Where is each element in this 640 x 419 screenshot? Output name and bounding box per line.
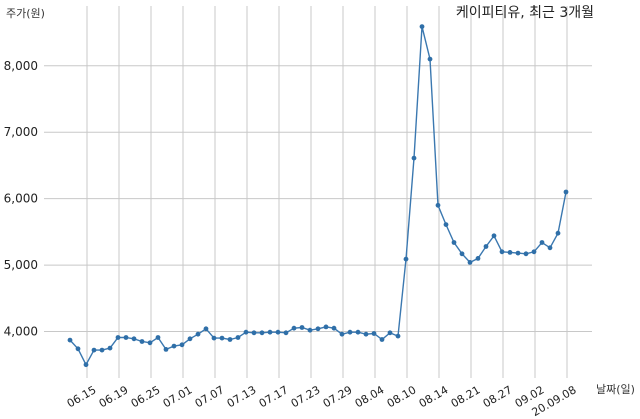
data-point (195, 331, 201, 337)
grid (44, 6, 592, 378)
data-point (227, 337, 233, 342)
data-point (187, 336, 193, 342)
data-point (387, 330, 393, 336)
x-axis-ticks: 06.1506.1906.2507.0107.0707.1307.1707.23… (65, 383, 579, 419)
data-point (67, 337, 73, 343)
data-point (451, 240, 457, 245)
x-tick-label: 07.01 (161, 383, 195, 410)
data-point (243, 329, 249, 335)
data-point (291, 325, 297, 331)
data-point (563, 189, 569, 195)
data-point (139, 339, 145, 344)
y-tick-label: 7,000 (4, 125, 38, 139)
data-point (107, 345, 113, 351)
data-point (251, 330, 257, 336)
x-tick-label: 06.15 (65, 383, 99, 410)
x-tick-label: 07.07 (193, 383, 227, 410)
x-tick-label: 08.27 (481, 383, 515, 410)
data-point (123, 335, 129, 340)
data-point (211, 335, 217, 341)
data-point (459, 251, 465, 257)
y-tick-label: 5,000 (4, 258, 38, 272)
data-point (483, 244, 489, 249)
data-point (395, 333, 401, 339)
chart-title: 케이피티유, 최근 3개월 (456, 5, 594, 21)
data-point (443, 222, 449, 228)
data-point (403, 256, 409, 262)
x-tick-label: 08.10 (385, 383, 419, 410)
data-point (83, 362, 89, 368)
data-point (363, 331, 369, 337)
price-points (67, 24, 569, 368)
data-point (115, 335, 121, 340)
data-point (179, 342, 185, 348)
data-point (499, 249, 505, 255)
x-tick-label: 08.14 (417, 383, 451, 410)
y-tick-label: 8,000 (4, 59, 38, 73)
x-tick-label: 07.13 (225, 383, 259, 410)
data-point (283, 330, 289, 336)
data-point (331, 325, 337, 331)
data-point (171, 343, 177, 349)
data-point (91, 347, 97, 353)
y-axis-ticks: 4,000 5,000 6,000 7,000 8,000 (4, 59, 38, 339)
data-point (347, 329, 353, 335)
x-tick-label: 07.23 (289, 383, 323, 410)
data-point (507, 250, 513, 255)
x-tick-label: 06.19 (97, 383, 131, 410)
data-point (515, 250, 521, 256)
data-point (523, 251, 529, 257)
data-point (379, 337, 385, 342)
data-point (259, 330, 265, 336)
x-axis-label: 날짜(일) (596, 382, 635, 396)
data-point (355, 329, 361, 335)
data-point (555, 230, 561, 236)
data-point (163, 347, 169, 352)
data-point (419, 24, 425, 29)
data-point (467, 260, 473, 265)
data-point (307, 327, 313, 333)
data-point (131, 336, 137, 342)
data-point (203, 326, 209, 332)
x-tick-label: 07.17 (257, 383, 291, 410)
y-axis-label: 주가(원) (6, 7, 45, 20)
data-point (435, 202, 441, 208)
data-point (219, 335, 225, 341)
data-point (155, 335, 161, 340)
data-point (315, 326, 321, 332)
data-point (323, 324, 329, 330)
data-point (75, 346, 81, 352)
data-point (147, 340, 153, 346)
x-tick-label: 06.25 (129, 383, 163, 410)
data-point (539, 240, 545, 245)
data-point (371, 331, 377, 336)
data-point (491, 233, 497, 239)
data-point (475, 256, 481, 261)
data-point (99, 347, 105, 353)
data-point (531, 249, 537, 255)
data-point (275, 329, 281, 335)
data-point (267, 329, 273, 335)
data-point (427, 56, 433, 62)
y-tick-label: 6,000 (4, 192, 38, 206)
data-point (235, 335, 241, 340)
x-tick-label: 08.21 (449, 383, 483, 410)
data-point (299, 325, 305, 330)
data-point (411, 155, 417, 161)
x-tick-label: 07.29 (321, 383, 355, 410)
x-tick-label: 08.04 (353, 383, 387, 410)
price-line (69, 26, 567, 367)
data-point (339, 331, 345, 337)
data-point (547, 245, 553, 251)
y-tick-label: 4,000 (4, 325, 38, 339)
